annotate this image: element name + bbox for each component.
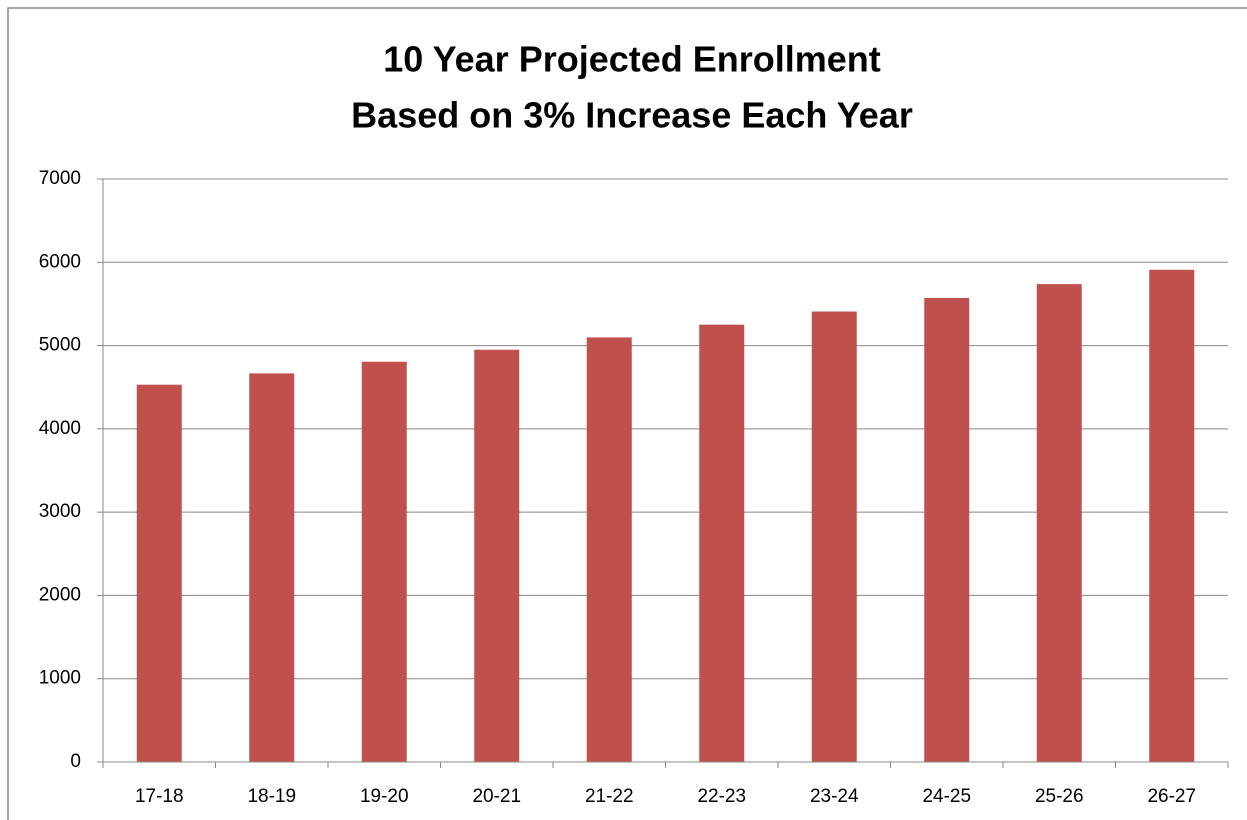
bar xyxy=(811,311,857,762)
x-tick-label: 24-25 xyxy=(922,786,971,807)
chart-title: Based on 3% Increase Each Year xyxy=(351,95,913,136)
bar xyxy=(1036,284,1082,762)
bar xyxy=(474,349,520,762)
x-tick-label: 26-27 xyxy=(1147,786,1196,807)
bar xyxy=(1149,269,1195,762)
y-tick-label: 5000 xyxy=(39,335,81,356)
x-tick-label: 22-23 xyxy=(697,786,746,807)
bar xyxy=(699,324,745,762)
y-tick-label: 2000 xyxy=(39,584,81,605)
y-tick-label: 6000 xyxy=(39,251,81,272)
bar xyxy=(136,384,182,762)
y-tick-label: 4000 xyxy=(39,418,81,439)
bar xyxy=(361,361,407,762)
chart-title: 10 Year Projected Enrollment xyxy=(383,39,881,80)
x-tick-label: 19-20 xyxy=(360,786,409,807)
y-tick-label: 3000 xyxy=(39,501,81,522)
bar xyxy=(249,373,295,762)
x-tick-label: 18-19 xyxy=(247,786,296,807)
x-tick-label: 23-24 xyxy=(810,786,859,807)
y-tick-label: 7000 xyxy=(39,168,81,189)
x-tick-label: 21-22 xyxy=(585,786,634,807)
x-tick-label: 17-18 xyxy=(135,786,184,807)
y-tick-label: 0 xyxy=(70,751,81,772)
chart-frame xyxy=(7,7,1247,820)
bar xyxy=(924,298,970,762)
bar xyxy=(586,337,632,762)
x-tick-label: 20-21 xyxy=(472,786,521,807)
x-tick-label: 25-26 xyxy=(1035,786,1084,807)
y-tick-label: 1000 xyxy=(39,668,81,689)
